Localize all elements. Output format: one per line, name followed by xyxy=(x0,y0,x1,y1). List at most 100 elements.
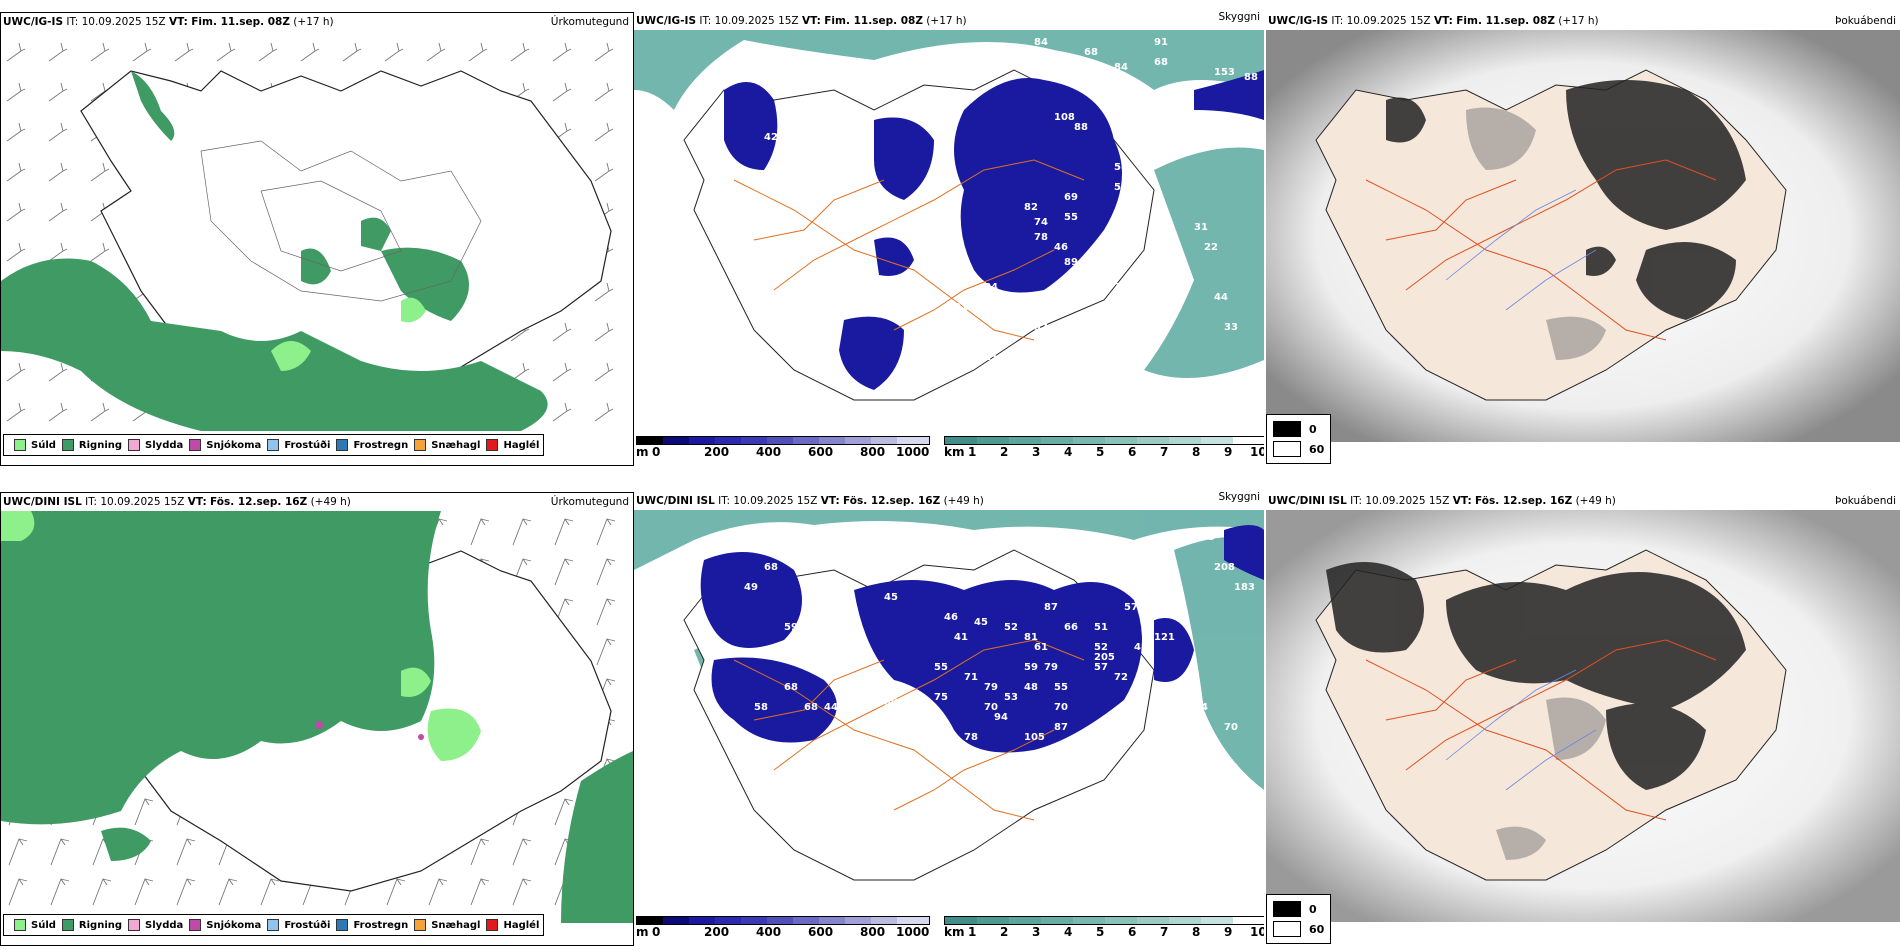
cloud-base-value: 74 xyxy=(1034,217,1048,228)
swatch-snow-grains xyxy=(414,919,427,931)
cloud-base-value: 87 xyxy=(1044,602,1058,613)
cloud-base-value: 89 xyxy=(844,662,858,673)
init-time: 10.09.2025 15Z xyxy=(100,496,185,508)
swatch-drizzle xyxy=(14,919,26,931)
cloud-base-value: 75 xyxy=(794,157,808,168)
swatch-freezing-rain xyxy=(336,919,349,931)
cloud-base-value: 76 xyxy=(894,732,908,743)
visibility-bar xyxy=(944,916,1264,925)
cloud-base-value: 69 xyxy=(1064,192,1078,203)
cloud-base-value: 121 xyxy=(1154,632,1175,643)
cloud-base-value: 163 xyxy=(1194,532,1215,543)
cloud-base-value: 59 xyxy=(1024,662,1038,673)
valid-time: Fös. 12.sep. 16Z xyxy=(210,496,308,508)
swatch-snow-grains xyxy=(414,439,427,451)
cloud-base-value: 73 xyxy=(1134,322,1148,333)
cloud-base-value: 45 xyxy=(974,617,988,628)
cloud-base-value: 91 xyxy=(954,302,968,313)
precip-legend: Súld Rigning Slydda Snjókoma Frostúði Fr… xyxy=(3,914,545,936)
cloud-base-value: 70 xyxy=(1054,702,1068,713)
cloud-base-value: 79 xyxy=(1044,662,1058,673)
cloud-base-value: 58 xyxy=(1114,182,1128,193)
cloud-base-value: 75 xyxy=(934,692,948,703)
cloud-base-value: 70 xyxy=(1074,532,1088,543)
cloud-base-value: 91 xyxy=(1154,37,1168,48)
cloud-base-value: 51 xyxy=(1094,622,1108,633)
cloud-base-value: 46 xyxy=(944,612,958,623)
precip-legend: Súld Rigning Slydda Snjókoma Frostúði Fr… xyxy=(3,434,545,456)
cloud-base-value: 82 xyxy=(1024,202,1038,213)
cloud-base-value: 90 xyxy=(792,107,806,118)
panel-header: UWC/DINI ISL IT: 10.09.2025 15Z VT: Fös.… xyxy=(1266,492,1900,510)
cloud-base-value: 81 xyxy=(944,282,958,293)
visibility-panel-top: UWC/IG-IS IT: 10.09.2025 15Z VT: Fim. 11… xyxy=(634,12,1264,464)
cloud-base-value: 137 xyxy=(1234,782,1255,793)
cloud-base-value: 44 xyxy=(824,702,838,713)
cloud-base-value: 68 xyxy=(784,682,798,693)
cloud-base-value: 67 xyxy=(934,802,948,813)
cloud-base-value: 48 xyxy=(1024,682,1038,693)
cloud-base-value: 48 xyxy=(1134,642,1148,653)
init-time: 10.09.2025 15Z xyxy=(81,16,166,28)
cloud-base-value: 79 xyxy=(1104,82,1118,93)
drizzle-areas xyxy=(1,511,481,761)
cloud-base-value: 89 xyxy=(1064,257,1078,268)
panel-title: Þokuábendi xyxy=(1835,495,1896,507)
cloud-base-bar xyxy=(636,916,930,925)
cloud-base-colorbar: m 0 200 400 600 800 1000 km 1 2 3 4 5 6 … xyxy=(636,436,1264,459)
cloud-unit: m xyxy=(636,925,649,939)
cloud-base-value: 37 xyxy=(1014,302,1028,313)
cloud-base-value: 52 xyxy=(1094,642,1108,653)
fog-swatch-high xyxy=(1273,441,1301,457)
cloud-base-value: 31 xyxy=(1194,222,1208,233)
cloud-base-value: 61 xyxy=(1134,182,1148,193)
vis-unit: km xyxy=(944,445,965,459)
cloud-base-value: 145 xyxy=(1044,532,1065,543)
cloud-base-value: 114 xyxy=(984,352,1005,363)
swatch-hail xyxy=(486,439,499,451)
cloud-base-value: 45 xyxy=(884,592,898,603)
cloud-base-value: 102 xyxy=(844,632,865,643)
cloud-base-value: 99 xyxy=(814,182,828,193)
cloud-base-value: 42 xyxy=(764,132,778,143)
rain-areas xyxy=(1,71,548,431)
cloud-base-value: 84 xyxy=(1114,62,1128,73)
cloud-base-value: 53 xyxy=(1014,842,1028,853)
cloud-base-value: 80 xyxy=(884,697,898,708)
panel-header: UWC/IG-IS IT: 10.09.2025 15Z VT: Fim. 11… xyxy=(1266,12,1900,30)
cloud-base-value: 42 xyxy=(1034,772,1048,783)
swatch-snow xyxy=(189,919,202,931)
swatch-freezing-rain xyxy=(336,439,349,451)
panel-title: Skyggni xyxy=(1218,12,1261,23)
precip-map xyxy=(1,511,633,923)
fog-swatch-high xyxy=(1273,921,1301,937)
cloud-base-value: 58 xyxy=(754,702,768,713)
cloud-base-value: 46 xyxy=(934,422,948,430)
cloud-base-value: 55 xyxy=(1064,212,1078,223)
cloud-base-value: 69 xyxy=(784,542,798,553)
cloud-base-value: 50 xyxy=(814,82,828,93)
cloud-base-value: 68 xyxy=(764,562,778,573)
cloud-base-value: 54 xyxy=(904,772,918,783)
cloud-base-value: 81 xyxy=(1034,752,1048,763)
fog-map xyxy=(1266,30,1900,442)
cloud-base-value: 205 xyxy=(1094,652,1115,663)
rivers xyxy=(1445,669,1597,791)
cloud-base-value: 61 xyxy=(1134,112,1148,123)
iceland-outline xyxy=(80,70,612,412)
visibility-bar xyxy=(944,436,1264,445)
cloud-base-value: 79 xyxy=(1104,102,1118,113)
cloud-base-value: 55 xyxy=(1054,682,1068,693)
cloud-base-value: 88 xyxy=(1074,312,1088,323)
roads xyxy=(1365,159,1717,341)
cloud-base-value: 44 xyxy=(1194,702,1208,713)
cloud-base-value: 22 xyxy=(1204,242,1218,253)
cloud-base-value: 70 xyxy=(1224,722,1238,733)
panel-header: UWC/IG-IS IT: 10.09.2025 15Z VT: Fim. 11… xyxy=(1,13,633,31)
cloud-base-value: 48 xyxy=(834,587,848,598)
swatch-drizzle xyxy=(14,439,26,451)
cloud-base-value: 33 xyxy=(784,107,798,118)
cloud-base-value: 19 xyxy=(914,382,928,393)
